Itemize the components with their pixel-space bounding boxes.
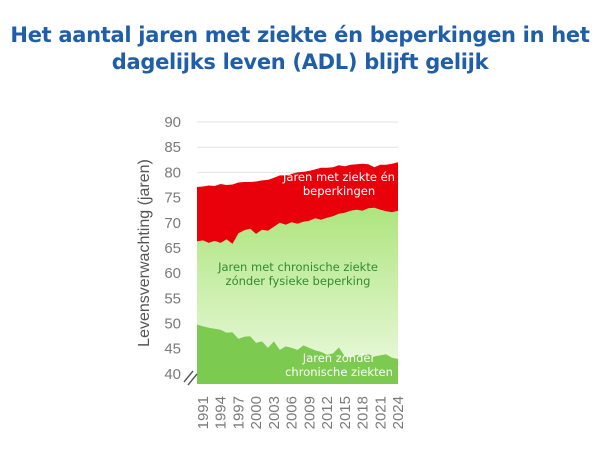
x-tick-2024: 2024 [390,396,407,429]
area-2 [197,207,398,359]
y-tick-85: 85 [164,139,181,156]
x-tick-2006: 2006 [284,396,301,429]
y-tick-50: 50 [164,316,181,333]
y-tick-70: 70 [164,215,181,232]
axis-break-line-1 [183,370,194,383]
chart-title-line-2: dagelijks leven (ADL) blijft gelijk [111,50,489,74]
area-label-1: Jaren zonder chronische ziekten [285,351,393,379]
y-tick-90: 90 [164,114,181,131]
y-tick-40: 40 [164,366,181,383]
axis-break-line-2 [187,373,198,386]
x-tick-2018: 2018 [355,396,372,429]
y-tick-45: 45 [164,341,181,358]
area-1 [197,324,398,384]
y-axis-title: Levensverwachting (jaren) [136,159,153,347]
y-tick-65: 65 [164,240,181,257]
y-tick-75: 75 [164,190,181,207]
x-tick-2015: 2015 [337,396,354,429]
y-tick-60: 60 [164,265,181,282]
y-axis-ticks: 40 45 50 55 60 65 70 75 80 85 90 [164,114,181,383]
x-tick-2000: 2000 [248,396,265,429]
area-label-2: Jaren met chronische ziekte zónder fysiek… [217,260,378,288]
area-labels: Jaren zonder chronische ziekten Jaren met … [217,170,395,379]
x-tick-2021: 2021 [372,396,389,429]
y-tick-55: 55 [164,290,181,307]
y-tick-80: 80 [164,164,181,181]
x-axis-ticks: 1991 1994 1997 2000 2003 2006 2009 2012 2015 2018… [195,396,407,429]
x-tick-2003: 2003 [266,396,283,429]
x-tick-2009: 2009 [301,396,318,429]
area-label-3: Jaren met ziekte én beperkingen [282,170,395,198]
x-tick-1997: 1997 [230,396,247,429]
stacked-areas [197,162,398,384]
x-tick-2012: 2012 [319,396,336,429]
x-tick-1991: 1991 [195,396,212,429]
x-tick-1994: 1994 [213,396,230,429]
axis-break-marker [183,370,198,386]
chart-title-line-1: Het aantal jaren met ziekte én beperking… [10,23,590,47]
chart-title: Het aantal jaren met ziekte én beperking… [0,22,600,76]
area-3 [197,162,398,244]
